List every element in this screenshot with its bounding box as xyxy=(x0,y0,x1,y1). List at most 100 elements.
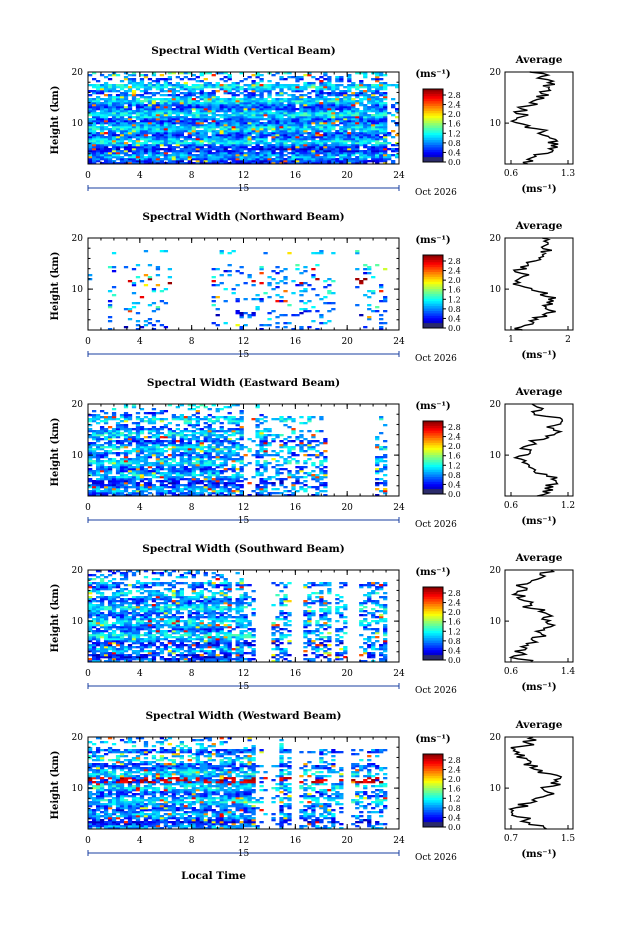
heatmap-cell xyxy=(104,88,108,90)
heatmap-cell xyxy=(259,324,263,326)
panel-2: Spectral Width (Northward Beam)AverageHe… xyxy=(50,211,573,364)
heatmap-cell xyxy=(156,106,160,108)
heatmap-cell xyxy=(156,490,160,492)
heatmap-cell xyxy=(188,434,192,436)
heatmap-cell xyxy=(295,86,299,88)
heatmap-cell xyxy=(116,108,120,110)
heatmap-cell xyxy=(267,282,271,284)
heatmap-cell xyxy=(220,458,224,460)
heatmap-cell xyxy=(228,478,232,480)
heatmap-cell xyxy=(128,480,132,482)
heatmap-cell xyxy=(88,114,92,116)
heatmap-cell xyxy=(359,280,363,282)
heatmap-cell xyxy=(116,130,120,132)
heatmap-cell xyxy=(236,300,240,302)
heatmap-cell xyxy=(323,124,327,126)
y-tick-label: 10 xyxy=(72,119,84,129)
heatmap-cell xyxy=(247,276,251,278)
heatmap-cell xyxy=(196,440,200,442)
heatmap-cell xyxy=(232,160,236,162)
heatmap-cell xyxy=(184,478,188,480)
heatmap-cell xyxy=(136,146,140,148)
heatmap-cell xyxy=(116,104,120,106)
heatmap-cell xyxy=(375,102,379,104)
heatmap-cell xyxy=(224,128,228,130)
heatmap-cell xyxy=(200,448,204,450)
heatmap-cell xyxy=(152,94,156,96)
heatmap-cell xyxy=(367,140,371,142)
heatmap-cell xyxy=(132,492,136,494)
heatmap-cell xyxy=(236,138,240,140)
heatmap-cell xyxy=(220,108,224,110)
heatmap-cell xyxy=(263,490,267,492)
heatmap-cell xyxy=(100,456,104,458)
heatmap-cell xyxy=(244,324,248,326)
heatmap-cell xyxy=(124,436,128,438)
heatmap-cell xyxy=(299,448,303,450)
heatmap-cell xyxy=(156,82,160,84)
heatmap-cell xyxy=(208,106,212,108)
heatmap-cell xyxy=(180,438,184,440)
heatmap-cell xyxy=(96,148,100,150)
heatmap-cell xyxy=(295,100,299,102)
heatmap-cell xyxy=(379,108,383,110)
heatmap-cell xyxy=(156,488,160,490)
heatmap-cell xyxy=(108,478,112,480)
profile-title: Average xyxy=(515,220,563,232)
heatmap-cell xyxy=(120,124,124,126)
heatmap-cell xyxy=(140,74,144,76)
heatmap-cell xyxy=(291,152,295,154)
heatmap-cell xyxy=(156,438,160,440)
heatmap-cell xyxy=(259,488,263,490)
heatmap-cell xyxy=(148,446,152,448)
heatmap-cell xyxy=(383,124,387,126)
heatmap-cell xyxy=(279,468,283,470)
heatmap-cell xyxy=(375,264,379,266)
heatmap-cell xyxy=(323,484,327,486)
heatmap-cell xyxy=(367,86,371,88)
heatmap-cell xyxy=(271,482,275,484)
heatmap-cell xyxy=(180,488,184,490)
heatmap-cell xyxy=(120,100,124,102)
x-tick-label: 4 xyxy=(137,171,143,181)
heatmap-cell xyxy=(116,476,120,478)
heatmap-cell xyxy=(251,74,255,76)
heatmap-cell xyxy=(367,120,371,122)
heatmap-cell xyxy=(200,102,204,104)
heatmap-cell xyxy=(148,130,152,132)
heatmap-cell xyxy=(279,440,283,442)
heatmap-cell xyxy=(124,118,128,120)
heatmap-cell xyxy=(184,460,188,462)
heatmap-cell xyxy=(275,86,279,88)
heatmap-cell xyxy=(279,450,283,452)
heatmap-cell xyxy=(204,476,208,478)
heatmap-cell xyxy=(343,120,347,122)
heatmap-cell xyxy=(96,104,100,106)
heatmap-cell xyxy=(379,144,383,146)
heatmap-cell xyxy=(104,420,108,422)
heatmap-cell xyxy=(255,94,259,96)
heatmap-cell xyxy=(152,428,156,430)
heatmap-cell xyxy=(160,486,164,488)
heatmap-cell xyxy=(351,102,355,104)
heatmap-cell xyxy=(176,476,180,478)
heatmap-cell xyxy=(128,438,132,440)
heatmap-cell xyxy=(96,98,100,100)
heatmap-cell xyxy=(164,98,168,100)
colorbar-segment xyxy=(423,157,443,160)
heatmap-cell xyxy=(363,144,367,146)
heatmap-cell xyxy=(371,118,375,120)
heatmap-cell xyxy=(92,484,96,486)
heatmap-cell xyxy=(108,438,112,440)
heatmap-cell xyxy=(259,132,263,134)
heatmap-cell xyxy=(228,114,232,116)
heatmap-cell xyxy=(351,114,355,116)
heatmap-cell xyxy=(180,84,184,86)
heatmap-cell xyxy=(391,150,395,152)
heatmap-cell xyxy=(339,156,343,158)
heatmap-cell xyxy=(228,156,232,158)
heatmap-cell xyxy=(224,118,228,120)
heatmap-cell xyxy=(108,486,112,488)
heatmap-cell xyxy=(208,112,212,114)
heatmap-cell xyxy=(224,124,228,126)
